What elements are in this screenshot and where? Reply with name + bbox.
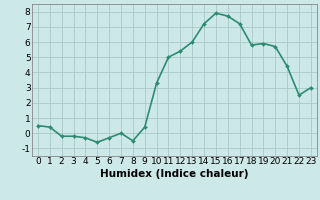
X-axis label: Humidex (Indice chaleur): Humidex (Indice chaleur) <box>100 169 249 179</box>
